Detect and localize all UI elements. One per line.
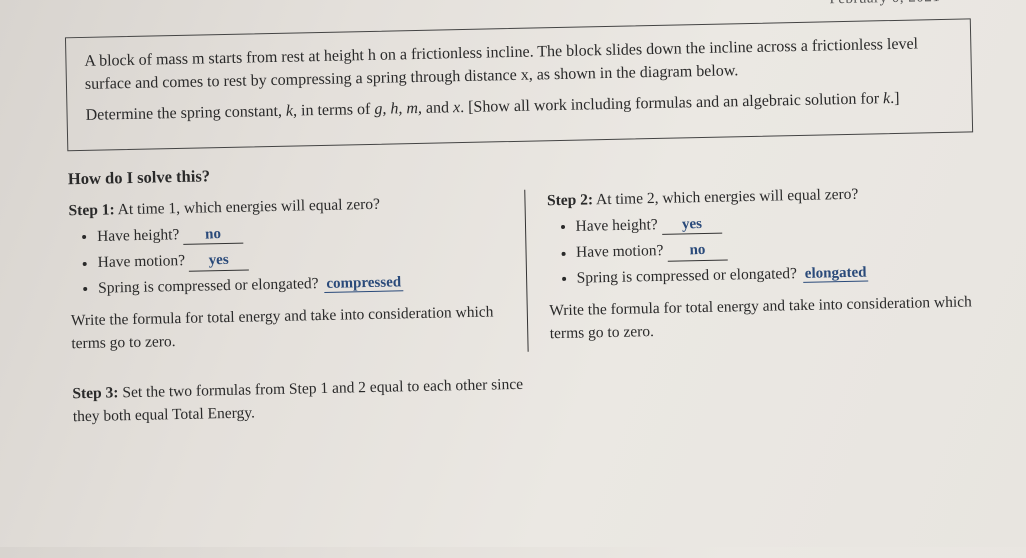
step2-question: At time 2, which energies will equal zer…	[593, 185, 859, 208]
step2-formula-instruction: Write the formula for total energy and t…	[549, 291, 987, 345]
step1-column: Step 1: At time 1, which energies will e…	[68, 189, 527, 361]
handwritten-answer: yes	[205, 249, 234, 273]
blank-motion: yes	[189, 246, 249, 272]
q-motion: Have motion?	[98, 252, 190, 271]
q-height: Have height?	[97, 226, 183, 245]
text: and	[422, 100, 453, 118]
step3-block: Step 3: Set the two formulas from Step 1…	[72, 373, 553, 428]
text: .]	[890, 90, 900, 107]
problem-paragraph-1: A block of mass m starts from rest at he…	[84, 32, 953, 97]
step1-formula-instruction: Write the formula for total energy and t…	[71, 301, 509, 355]
q-spring: Spring is compressed or elongated?	[98, 275, 323, 297]
handwritten-answer: compressed	[324, 274, 403, 293]
step1-label: Step 1:	[68, 201, 114, 219]
blank-motion: no	[667, 236, 727, 262]
handwritten-answer: no	[201, 223, 226, 246]
text: . [Show all work including formulas and …	[460, 91, 883, 117]
q-height: Have height?	[575, 216, 661, 235]
page-date-fragment: February 0, 2021	[829, 0, 940, 8]
handwritten-answer: yes	[677, 213, 706, 237]
step3-text: Set the two formulas from Step 1 and 2 e…	[73, 376, 523, 425]
step2-column: Step 2: At time 2, which energies will e…	[524, 180, 988, 352]
step3-label: Step 3:	[72, 385, 118, 403]
var-list: g, h, m,	[374, 100, 422, 118]
q-motion: Have motion?	[576, 242, 668, 261]
blank-height: yes	[661, 209, 721, 235]
worksheet-page: February 0, 2021 A block of mass m start…	[0, 0, 1026, 450]
problem-statement-box: A block of mass m starts from rest at he…	[65, 18, 973, 151]
step2-bullets: Have height? yes Have motion? no Spring …	[575, 205, 986, 290]
step2-label: Step 2:	[547, 191, 593, 209]
step1-question: At time 1, which energies will equal zer…	[114, 195, 380, 218]
steps-columns: Step 1: At time 1, which energies will e…	[68, 180, 987, 362]
step1-bullets: Have height? no Have motion? yes Spring …	[97, 215, 508, 300]
text: Determine the spring constant,	[85, 103, 286, 124]
blank-height: no	[183, 219, 243, 245]
handwritten-answer: elongated	[803, 264, 869, 282]
q-spring: Spring is compressed or elongated?	[576, 265, 801, 287]
handwritten-answer: no	[685, 239, 710, 262]
text: , in terms of	[293, 101, 375, 120]
